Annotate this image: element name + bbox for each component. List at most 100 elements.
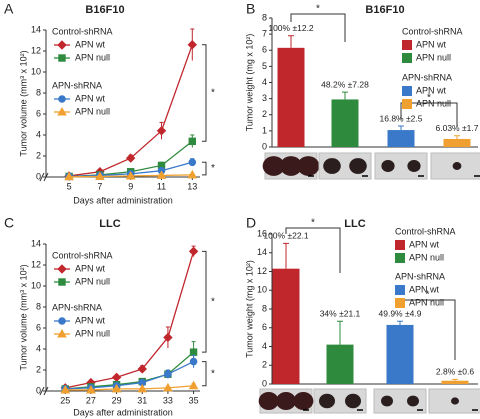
error-bar: [342, 91, 348, 100]
y-tick-label: 16: [257, 228, 267, 238]
error-bar: [288, 35, 294, 48]
marker: [60, 384, 71, 394]
y-tick-label: 2: [262, 360, 267, 370]
legend-heading: APN-shRNA: [395, 271, 445, 281]
x-axis-label: Days after administration: [73, 195, 173, 205]
y-tick-label: 4: [36, 129, 41, 139]
bar: [386, 324, 414, 384]
tumor: [349, 158, 367, 174]
marker: [189, 357, 198, 366]
y-tick-label: 6: [262, 322, 267, 332]
marker: [156, 126, 167, 136]
significance-bracket: [202, 161, 207, 176]
tumor: [381, 160, 395, 172]
tumor: [452, 162, 462, 170]
bar-annotation: 49.9% ±4.9: [379, 308, 422, 318]
significance-label: *: [211, 368, 215, 379]
y-tick-label: 12: [257, 266, 267, 276]
y-tick-label: 0: [262, 378, 267, 388]
significance-bracket: [202, 361, 207, 387]
bar-annotation: 6.03% ±1.7: [436, 123, 479, 133]
marker: [111, 383, 122, 393]
y-tick-label: 7: [262, 29, 267, 39]
significance-bracket: [290, 13, 346, 42]
marker: [156, 170, 167, 179]
y-tick-label: 6: [36, 108, 41, 118]
tumor: [381, 395, 393, 407]
legend-label: APN wt: [409, 239, 440, 249]
y-tick-label: 4: [262, 77, 267, 87]
legend-label: APN null: [75, 276, 110, 286]
bar-annotation: 100% ±12.2: [268, 23, 314, 33]
y-axis-label: Tumor weight (mg x 10²): [244, 260, 254, 358]
y-tick-label: 0: [36, 171, 41, 181]
x-tick-label: 5: [67, 181, 72, 191]
tumor: [276, 392, 296, 410]
significance-label: *: [211, 296, 215, 307]
marker: [187, 39, 198, 50]
y-tick-label: 8: [36, 87, 41, 97]
y-tick-label: 2: [36, 364, 41, 374]
x-tick-label: 31: [137, 395, 147, 405]
marker: [111, 372, 122, 383]
x-tick-label: 25: [60, 395, 70, 405]
marker: [188, 158, 197, 167]
y-tick-label: 0: [36, 385, 41, 395]
axis-break: [39, 172, 49, 182]
marker: [137, 383, 148, 393]
error-bar: [398, 125, 404, 131]
marker: [58, 95, 66, 103]
y-tick-label: 3: [262, 93, 267, 103]
panel-label: C: [4, 215, 14, 231]
panel-label: B: [246, 1, 255, 17]
legend-heading: Control-shRNA: [52, 250, 113, 260]
y-tick-label: 14: [31, 24, 41, 34]
y-tick-label: 10: [31, 280, 41, 290]
legend-label: APN null: [75, 328, 110, 338]
tumor: [407, 395, 419, 407]
axis-break: [39, 386, 49, 396]
y-axis-label: Tumor volume (mm³ x 10²): [18, 50, 28, 156]
error-bar: [397, 320, 403, 325]
y-tick-label: 12: [31, 45, 41, 55]
tumor: [407, 160, 421, 172]
marker: [58, 54, 66, 62]
tumor: [262, 156, 285, 176]
significance-label: *: [211, 88, 215, 99]
y-tick-label: 8: [36, 301, 41, 311]
bar: [443, 138, 471, 147]
series-line: [65, 251, 195, 389]
legend-heading: APN-shRNA: [52, 302, 102, 312]
y-axis-label: Tumor weight (mg x 10²): [244, 34, 254, 132]
y-tick-label: 2: [262, 109, 267, 119]
y-tick-label: 10: [257, 285, 267, 295]
legend-label: APN wt: [416, 85, 447, 95]
significance-bracket: [202, 250, 207, 353]
marker: [57, 40, 67, 50]
y-axis-label: Tumor volume (mm³ x 10²): [18, 264, 28, 370]
legend-swatch: [395, 298, 405, 308]
significance-label: *: [427, 93, 431, 104]
x-axis-label: Days after administration: [73, 407, 173, 417]
legend-heading: Control-shRNA: [52, 26, 113, 36]
tumor: [297, 156, 320, 176]
chart-title: LLC: [344, 218, 365, 230]
bar: [331, 99, 359, 147]
legend-swatch: [395, 285, 405, 295]
tumor-photo: [428, 388, 480, 414]
y-tick-label: 10: [31, 66, 41, 76]
bar: [326, 344, 354, 384]
legend-label: APN wt: [75, 263, 106, 273]
marker: [58, 317, 66, 325]
significance-label: *: [316, 4, 320, 15]
x-tick-label: 29: [112, 395, 122, 405]
marker: [187, 169, 198, 179]
y-tick-label: 4: [262, 341, 267, 351]
series-line: [65, 361, 194, 390]
x-tick-label: 9: [128, 181, 133, 191]
marker: [57, 328, 67, 338]
y-tick-label: 8: [262, 303, 267, 313]
chart-title: B16F10: [85, 4, 124, 16]
significance-bracket: [400, 102, 458, 127]
